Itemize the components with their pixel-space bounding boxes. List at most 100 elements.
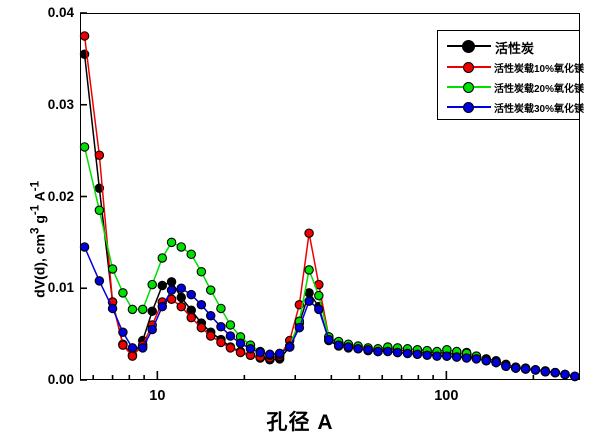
data-point (501, 361, 511, 371)
data-point (304, 265, 314, 275)
legend-swatch (447, 60, 491, 74)
data-point (274, 348, 285, 359)
data-point (127, 343, 138, 353)
data-point (216, 303, 226, 314)
data-point (205, 331, 216, 341)
data-point (176, 292, 187, 303)
data-point (216, 337, 226, 348)
data-point (225, 320, 236, 330)
data-point (491, 357, 501, 368)
data-point (235, 338, 246, 349)
data-point (94, 205, 105, 216)
data-point (186, 312, 196, 323)
data-point (79, 31, 90, 41)
data-point (107, 264, 118, 274)
data-point (471, 354, 482, 364)
data-point (432, 351, 442, 361)
data-point (520, 364, 531, 374)
data-point (265, 349, 275, 360)
legend-item-3[interactable]: 活性炭载30%氧化镁 (438, 97, 584, 117)
data-point (127, 351, 138, 361)
data-point (196, 266, 207, 277)
data-point (94, 150, 105, 160)
legend-label: 活性炭载30%氧化镁 (494, 103, 585, 115)
data-point (550, 367, 560, 378)
data-point (166, 294, 177, 305)
legend-swatch (447, 80, 491, 94)
y-tick-label: 0.04 (47, 5, 74, 20)
data-point (147, 324, 157, 335)
data-point (157, 280, 168, 291)
data-point (166, 237, 177, 248)
data-point (137, 343, 148, 353)
ylabel-sup2: -1 (28, 204, 42, 216)
data-point (186, 289, 196, 300)
data-point (530, 365, 541, 375)
data-point (107, 303, 118, 314)
data-point (294, 322, 305, 333)
data-point (304, 296, 314, 306)
ylabel-sup1: 3 (28, 227, 42, 235)
data-point (216, 322, 226, 332)
data-point (304, 288, 314, 298)
data-point (157, 253, 168, 263)
data-point (560, 369, 570, 380)
data-point (225, 331, 236, 341)
data-point (196, 322, 207, 333)
legend-item-1[interactable]: 活性炭载10%氧化镁 (438, 57, 584, 77)
y-axis-ticks: 0.00 0.01 0.02 0.03 0.04 (22, 0, 74, 446)
data-point (373, 346, 383, 357)
y-axis-label: dV(d), cm3 g-1 A-1 (12, 80, 48, 310)
x-axis-label: 孔径 A (266, 411, 334, 434)
ylabel-main: dV(d), cm (31, 234, 48, 298)
data-point (314, 290, 324, 301)
data-point (481, 355, 491, 366)
data-point (127, 304, 138, 315)
data-point (333, 340, 344, 350)
y-tick-label: 0.01 (47, 280, 74, 296)
data-point (392, 347, 403, 358)
data-point (461, 353, 472, 363)
axis-ticks (80, 12, 535, 381)
ylabel-unit: A (31, 191, 48, 205)
data-point (137, 304, 148, 315)
legend-swatch (447, 39, 491, 55)
series-3 (79, 242, 580, 382)
legend-marker-dot (463, 102, 474, 113)
data-point (510, 363, 521, 373)
data-point (118, 327, 128, 338)
data-point (324, 334, 334, 345)
data-point (412, 349, 423, 360)
data-point (363, 344, 373, 355)
data-point (451, 352, 462, 362)
legend-marker-dot (463, 82, 474, 93)
y-axis-label-text: dV(d), cm3 g-1 A-1 (29, 129, 48, 349)
y-tick-label: 0.03 (47, 96, 74, 112)
data-point (176, 301, 187, 312)
data-point (540, 366, 551, 377)
data-point (157, 301, 168, 312)
x-tick-label: 100 (434, 388, 459, 404)
ylabel-mid: g (31, 215, 48, 228)
data-point (353, 344, 363, 354)
data-point (94, 276, 105, 286)
legend-item-2[interactable]: 活性炭载20%氧化镁 (438, 77, 584, 97)
ylabel-sup3: -1 (28, 180, 42, 192)
data-point (176, 242, 187, 252)
data-point (79, 142, 90, 152)
legend-marker-dot (462, 40, 475, 53)
data-point (442, 351, 452, 361)
data-point (196, 300, 207, 310)
data-point (166, 285, 177, 295)
y-tick-label: 0.02 (47, 188, 74, 204)
data-point (79, 242, 90, 252)
data-point (402, 348, 413, 359)
data-series-group (79, 31, 580, 382)
legend-label: 活性炭载20%氧化镁 (494, 83, 585, 95)
data-point (383, 346, 393, 357)
data-point (186, 249, 196, 260)
legend-item-0[interactable]: 活性炭 (438, 37, 579, 57)
data-point (147, 279, 157, 290)
legend-label: 活性炭 (495, 40, 535, 56)
